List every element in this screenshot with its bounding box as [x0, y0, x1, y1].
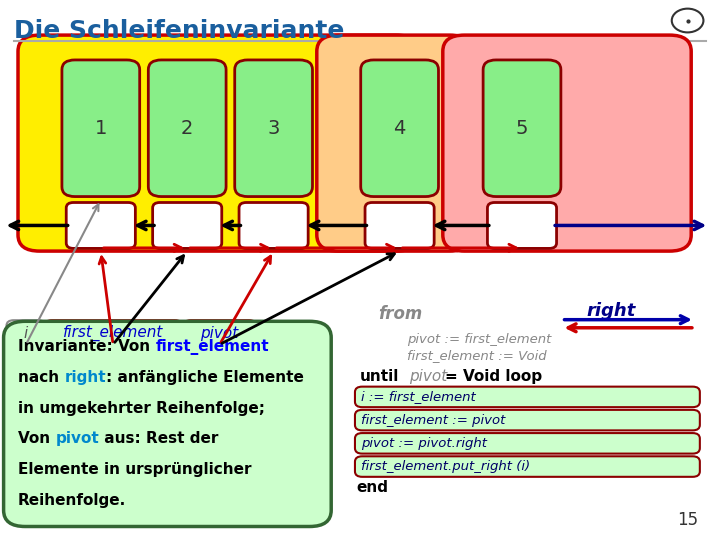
Text: pivot: pivot: [55, 431, 99, 447]
FancyBboxPatch shape: [317, 35, 472, 251]
Text: aus: Rest der: aus: Rest der: [99, 431, 218, 447]
Text: Invariante: Von: Invariante: Von: [18, 339, 156, 354]
Text: Elemente in ursprünglicher: Elemente in ursprünglicher: [18, 462, 251, 477]
Text: 3: 3: [267, 119, 280, 138]
FancyBboxPatch shape: [153, 202, 222, 248]
FancyBboxPatch shape: [355, 456, 700, 477]
FancyBboxPatch shape: [45, 320, 182, 346]
Text: pivot := pivot.right: pivot := pivot.right: [361, 437, 487, 450]
Text: Die Schleifeninvariante: Die Schleifeninvariante: [14, 19, 345, 43]
FancyBboxPatch shape: [235, 60, 312, 197]
FancyBboxPatch shape: [62, 60, 140, 197]
Text: = Void loop: = Void loop: [445, 369, 542, 384]
Text: end: end: [356, 481, 388, 496]
Text: in umgekehrter Reihenfolge;: in umgekehrter Reihenfolge;: [18, 401, 265, 416]
Text: pivot: pivot: [200, 326, 239, 341]
Text: right: right: [587, 301, 636, 320]
Text: 1: 1: [94, 119, 107, 138]
Text: until: until: [360, 369, 400, 384]
Text: nach: nach: [18, 370, 64, 385]
FancyBboxPatch shape: [487, 202, 557, 248]
FancyBboxPatch shape: [355, 387, 700, 407]
Text: 2: 2: [181, 119, 194, 138]
FancyBboxPatch shape: [6, 320, 45, 346]
Text: 15: 15: [678, 511, 698, 529]
FancyBboxPatch shape: [66, 202, 135, 248]
Text: 4: 4: [393, 119, 406, 138]
FancyBboxPatch shape: [355, 410, 700, 430]
FancyBboxPatch shape: [355, 433, 700, 454]
FancyBboxPatch shape: [239, 202, 308, 248]
Text: first_element := Void: first_element := Void: [407, 349, 546, 362]
Text: Reihenfolge.: Reihenfolge.: [18, 493, 126, 508]
FancyBboxPatch shape: [148, 60, 226, 197]
FancyBboxPatch shape: [18, 35, 418, 251]
Text: i := first_element: i := first_element: [361, 390, 476, 403]
Text: first_element: first_element: [156, 339, 269, 355]
FancyBboxPatch shape: [483, 60, 561, 197]
Text: first_element.put_right (i): first_element.put_right (i): [361, 460, 531, 473]
Text: from: from: [378, 305, 422, 322]
Text: Von: Von: [18, 431, 55, 447]
Text: : anfängliche Elemente: : anfängliche Elemente: [106, 370, 304, 385]
Text: right: right: [64, 370, 106, 385]
Text: 5: 5: [516, 119, 528, 138]
Text: i: i: [24, 326, 28, 341]
Text: first_element := pivot: first_element := pivot: [361, 414, 506, 427]
FancyBboxPatch shape: [361, 60, 438, 197]
FancyBboxPatch shape: [443, 35, 691, 251]
FancyBboxPatch shape: [184, 320, 256, 346]
FancyBboxPatch shape: [365, 202, 434, 248]
Text: first_element: first_element: [63, 325, 163, 341]
FancyBboxPatch shape: [4, 321, 331, 526]
Text: pivot: pivot: [409, 369, 447, 384]
Text: pivot := first_element: pivot := first_element: [407, 333, 552, 346]
